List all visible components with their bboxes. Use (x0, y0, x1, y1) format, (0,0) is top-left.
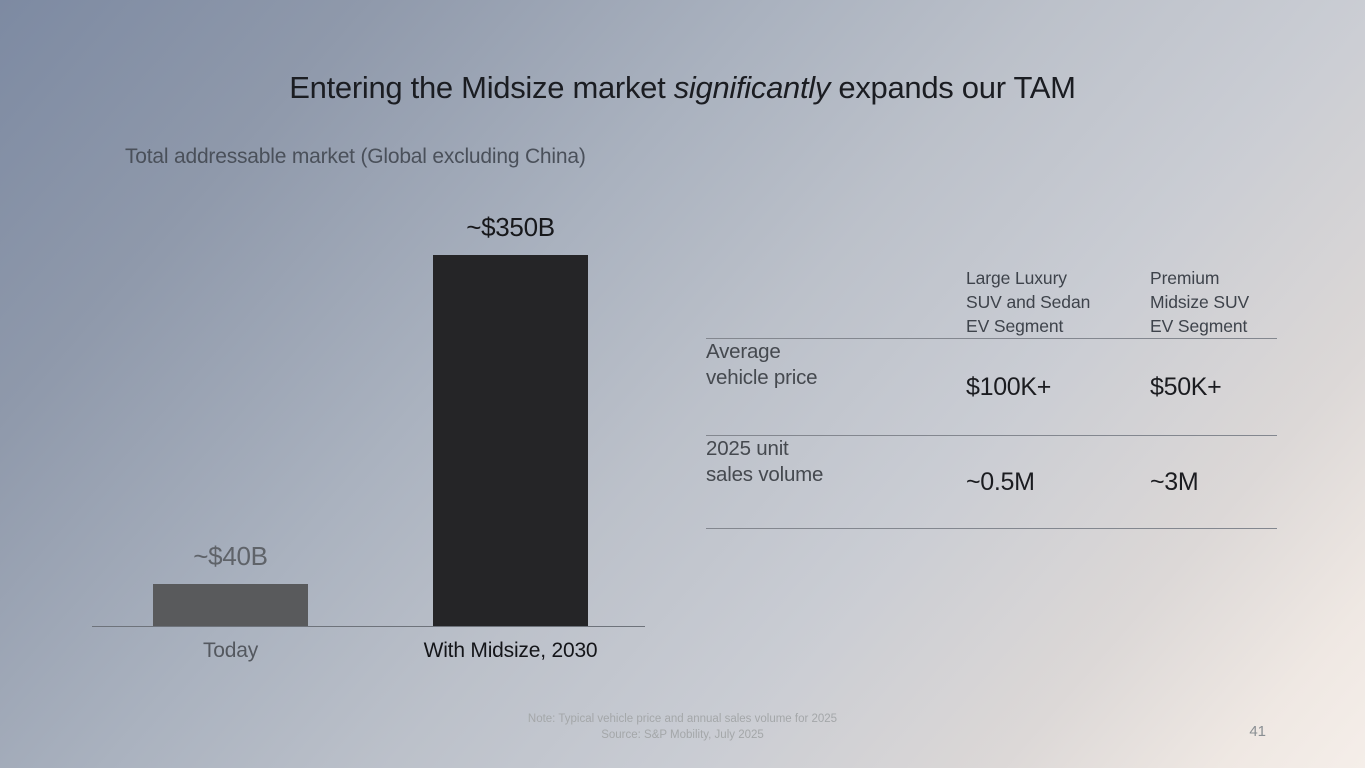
table-header-line: Large Luxury (966, 268, 1067, 288)
table-header-premium-midsize: Premium Midsize SUV EV Segment (1150, 266, 1277, 338)
chart-subtitle: Total addressable market (Global excludi… (125, 145, 586, 168)
row-label-line: sales volume (706, 463, 824, 486)
bar-value-label-today: ~$40B (193, 541, 268, 571)
slide-title-post: expands our TAM (830, 70, 1076, 105)
table-header-line: EV Segment (966, 316, 1064, 336)
table-header-line: SUV and Sedan (966, 292, 1091, 312)
slide-title-italic: significantly (673, 70, 831, 105)
bar-group-with-midsize: ~$350B With Midsize, 2030 (424, 212, 598, 662)
chart-baseline-axis (92, 626, 645, 627)
slide-title-pre: Entering the Midsize market (289, 70, 674, 105)
row-label-line: Average (706, 340, 781, 363)
table-row-label-2025-unit-sales: 2025 unit sales volume (706, 435, 966, 529)
page-number: 41 (1249, 723, 1266, 740)
bar-category-label-today: Today (202, 639, 259, 662)
bar-category-label-with-midsize: With Midsize, 2030 (423, 639, 598, 662)
table-header-large-luxury: Large Luxury SUV and Sedan EV Segment (966, 266, 1150, 338)
footnote-source-line: Source: S&P Mobility, July 2025 (601, 729, 764, 741)
table-value-price-large-luxury: $100K+ (966, 338, 1150, 435)
bar-with-midsize (433, 255, 588, 626)
slide-title: Entering the Midsize market significantl… (0, 70, 1365, 106)
tam-bar-chart: ~$40B Today ~$350B With Midsize, 2030 (92, 212, 645, 662)
bar-value-label-with-midsize: ~$350B (466, 212, 555, 242)
table-header-line: Midsize SUV (1150, 292, 1250, 312)
segment-comparison-table: Large Luxury SUV and Sedan EV Segment Pr… (706, 266, 1277, 529)
table-row-label-average-vehicle-price: Average vehicle price (706, 338, 966, 435)
row-label-line: 2025 unit (706, 437, 789, 460)
row-label-line: vehicle price (706, 366, 818, 389)
table-value-price-premium-midsize: $50K+ (1150, 338, 1277, 435)
table-value-volume-premium-midsize: ~3M (1150, 435, 1277, 529)
footnote-note-line: Note: Typical vehicle price and annual s… (527, 713, 838, 725)
bar-today (153, 584, 308, 626)
table-header-line: EV Segment (1150, 316, 1248, 336)
table-header-line: Premium (1150, 268, 1220, 288)
table-value-volume-large-luxury: ~0.5M (966, 435, 1150, 529)
bar-group-today: ~$40B Today (153, 541, 308, 662)
footnote: Note: Typical vehicle price and annual s… (0, 711, 1365, 743)
